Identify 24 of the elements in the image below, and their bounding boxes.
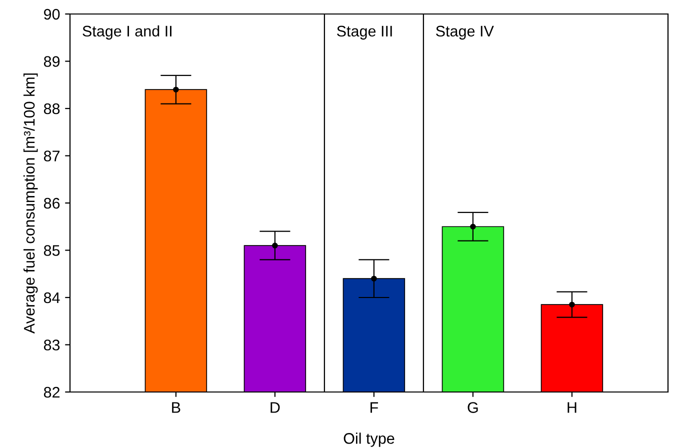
y-axis-title: Average fuel consumption [m³/100 km]: [23, 73, 38, 334]
x-tick-label: H: [568, 402, 576, 413]
point: [470, 224, 476, 230]
y-tick-label: 89: [44, 56, 60, 67]
y-tick-label: 90: [44, 8, 60, 20]
annotation: Stage I and II: [82, 25, 172, 40]
y-tick-label: 84: [44, 292, 60, 304]
y-tick-label: 85: [44, 245, 60, 256]
point: [272, 242, 278, 248]
y-tick-label: 83: [44, 340, 60, 350]
annotation: Stage IV: [436, 26, 494, 40]
y-tick-label: 82: [44, 386, 60, 398]
point: [371, 276, 377, 282]
y-tick-label: 87: [44, 150, 60, 162]
x-tick-label: G: [468, 402, 478, 413]
x-tick-label: F: [370, 402, 378, 413]
x-tick-label: D: [270, 402, 280, 413]
x-axis-title: Oil type: [344, 432, 394, 447]
y-tick-label: 88: [44, 103, 60, 114]
y-tick-label: 86: [44, 198, 60, 209]
x-tick-label: B: [172, 402, 180, 413]
point: [173, 86, 179, 92]
annotation: Stage III: [337, 26, 392, 40]
point: [569, 302, 575, 308]
